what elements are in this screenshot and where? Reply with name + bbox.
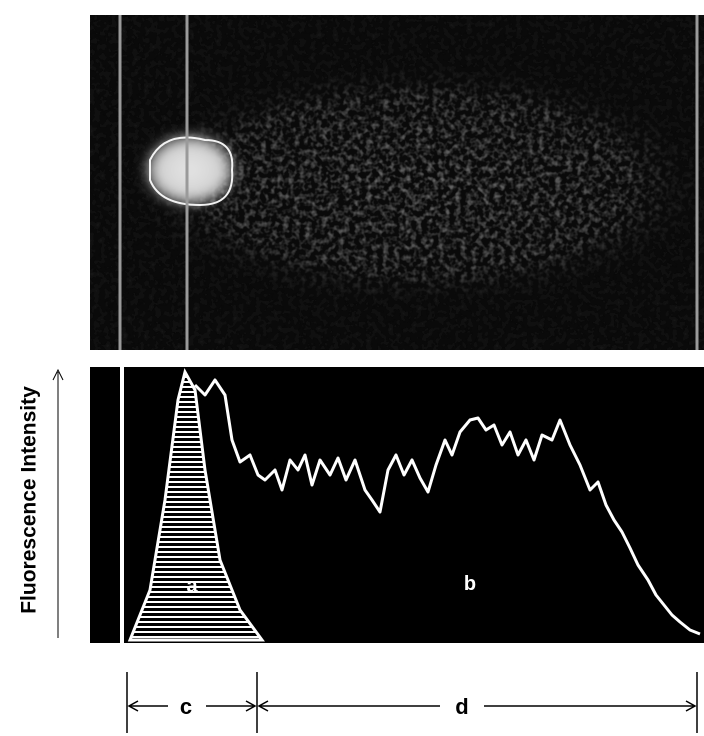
profile-panel: a b bbox=[90, 367, 704, 643]
y-axis-label: Fluorescence Intensity bbox=[18, 386, 41, 614]
segment-brackets bbox=[126, 672, 698, 733]
comet-image bbox=[90, 15, 704, 350]
region-label: b bbox=[464, 573, 476, 595]
segment-label: c bbox=[180, 694, 192, 719]
region-label: a bbox=[186, 575, 198, 597]
segment-label: d bbox=[455, 694, 468, 719]
y-arrow bbox=[52, 368, 64, 638]
